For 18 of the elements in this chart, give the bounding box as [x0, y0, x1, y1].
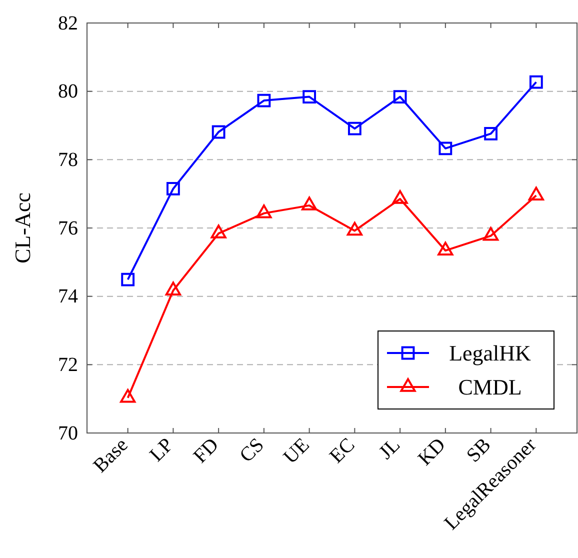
y-tick-label: 76	[58, 217, 78, 240]
legend-label: LegalHK	[449, 340, 532, 366]
x-tick-label: CS	[236, 434, 268, 467]
y-axis-title: CL-Acc	[10, 192, 35, 264]
y-tick-label: 82	[58, 12, 78, 34]
x-tick-label: KD	[414, 434, 450, 470]
y-tick-label: 80	[58, 80, 78, 103]
x-tick-label: EC	[326, 434, 360, 468]
y-tick-label: 72	[58, 354, 78, 376]
y-tick-label: 78	[58, 149, 78, 172]
y-tick-label: 70	[58, 422, 78, 444]
x-tick-label: UE	[279, 434, 314, 468]
legend-label: CMDL	[458, 374, 522, 400]
x-tick-label: FD	[189, 434, 224, 468]
x-tick-label: JL	[374, 434, 405, 464]
x-tick-label: LP	[146, 434, 178, 466]
y-tick-label: 74	[58, 286, 78, 308]
x-tick-label: Base	[89, 434, 132, 477]
